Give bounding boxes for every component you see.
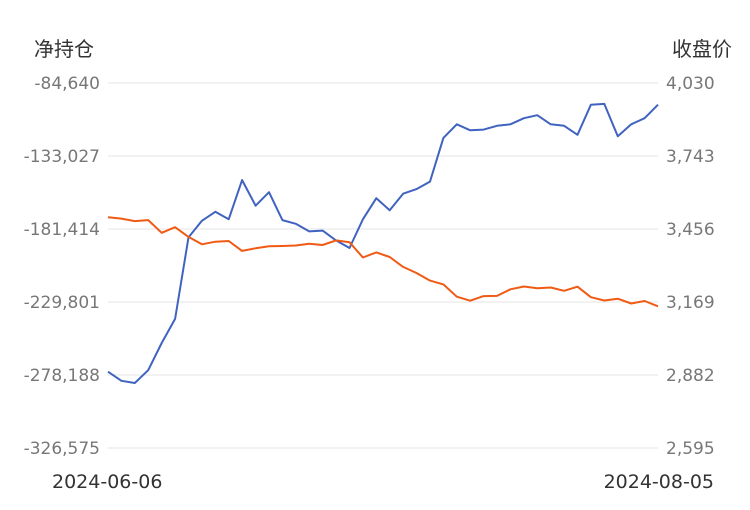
left-axis-ticks: -84,640 -133,027 -181,414 -229,801 -278,188 -…	[24, 74, 100, 459]
right-axis-ticks: 4,030 3,743 3,456 3,169 2,882 2,595	[666, 74, 715, 459]
left-tick-label: -229,801	[24, 293, 100, 313]
right-axis-title: 收盘价	[672, 37, 732, 61]
left-tick-label: -326,575	[24, 439, 100, 459]
left-tick-label: -84,640	[34, 74, 100, 94]
left-axis-title: 净持仓	[34, 37, 94, 61]
right-tick-label: 2,595	[666, 439, 715, 459]
x-label-start: 2024-06-06	[52, 471, 162, 493]
left-tick-label: -278,188	[24, 366, 100, 386]
left-tick-label: -133,027	[24, 147, 100, 167]
series-line-net-position	[107, 102, 659, 384]
series-line-close-price	[107, 216, 659, 308]
right-tick-label: 3,169	[666, 293, 715, 313]
gridlines	[108, 82, 658, 449]
right-tick-label: 4,030	[666, 74, 715, 94]
right-tick-label: 3,743	[666, 147, 715, 167]
x-label-end: 2024-08-05	[604, 471, 714, 493]
left-tick-label: -181,414	[24, 220, 100, 240]
series-lines	[107, 102, 659, 384]
right-tick-label: 3,456	[666, 220, 715, 240]
right-tick-label: 2,882	[666, 366, 715, 386]
